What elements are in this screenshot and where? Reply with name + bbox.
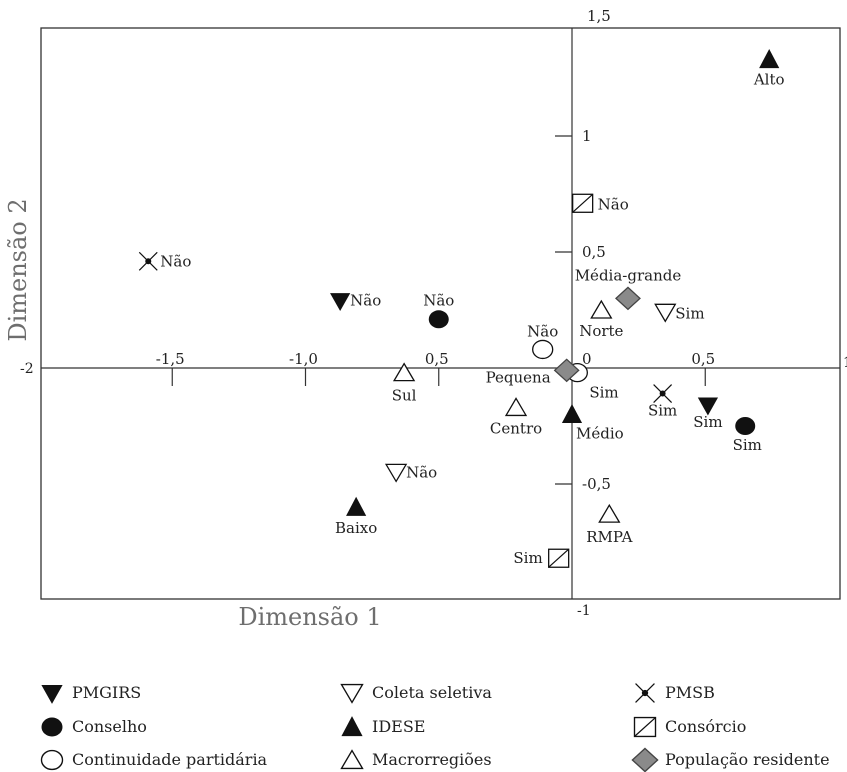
point-label: Norte xyxy=(579,322,623,340)
point-label: Baixo xyxy=(335,519,377,537)
data-point xyxy=(654,303,677,323)
legend-item: IDESE xyxy=(341,716,425,737)
x-min-label: -2 xyxy=(20,361,34,377)
point-label: Média-grande xyxy=(575,266,682,284)
y-axis-title: Dimensão 2 xyxy=(4,198,32,341)
data-point xyxy=(330,293,351,312)
legend-marker xyxy=(40,749,64,771)
legend-marker xyxy=(41,684,63,704)
data-point xyxy=(735,417,756,435)
point-label: Não xyxy=(527,322,558,340)
legend-marker xyxy=(631,747,659,772)
data-point xyxy=(532,339,554,360)
data-point xyxy=(561,404,583,424)
point-label: Alto xyxy=(753,70,785,88)
legend-item: Conselho xyxy=(41,717,147,737)
data-point xyxy=(428,310,449,329)
point-label: Sim xyxy=(675,304,704,322)
point-label: Pequena xyxy=(486,368,551,386)
data-point xyxy=(653,384,673,403)
plot-area xyxy=(40,27,841,600)
point-label: Não xyxy=(160,252,191,270)
data-point xyxy=(346,496,367,516)
x-tick-label: -1,5 xyxy=(156,350,185,368)
data-point xyxy=(598,503,621,523)
data-point xyxy=(553,358,580,383)
legend: PMGIRS Coleta seletiva PMSB Conselho IDESE Co… xyxy=(40,683,830,772)
x-tick-label: 0,5 xyxy=(691,350,715,368)
legend-label: PMGIRS xyxy=(72,683,141,702)
legend-label: Conselho xyxy=(72,717,147,736)
legend-marker xyxy=(635,683,655,703)
point-label: Não xyxy=(598,195,629,213)
point-labels: Não Sim Não Sim Não Sim Não Sim Alto Médio Baixo Nã… xyxy=(160,70,784,567)
legend-item: População residente xyxy=(631,747,830,772)
y-max-label: 1,5 xyxy=(587,7,611,25)
data-points xyxy=(138,49,780,568)
point-label: Sim xyxy=(733,436,762,454)
point-label: Sim xyxy=(513,549,542,567)
point-label: Sim xyxy=(693,413,722,431)
data-point xyxy=(504,397,528,417)
point-label: Médio xyxy=(576,424,624,442)
data-point xyxy=(138,251,158,271)
point-label: Não xyxy=(406,463,437,481)
legend-label: IDESE xyxy=(372,717,425,736)
y-tick-label: -0,5 xyxy=(582,475,611,493)
x-tick-label: 0,5 xyxy=(425,350,449,368)
legend-label: Consórcio xyxy=(665,717,746,736)
x-max-label: 1 xyxy=(843,355,847,371)
legend-item: Consórcio xyxy=(633,716,746,738)
y-tick-label: 0,5 xyxy=(582,243,606,261)
data-point xyxy=(548,548,570,568)
point-label: Não xyxy=(350,292,381,310)
legend-label: Coleta seletiva xyxy=(372,683,492,702)
legend-marker xyxy=(633,716,657,738)
legend-marker xyxy=(340,683,364,704)
point-label: Centro xyxy=(490,419,542,437)
y-tick-label: 1 xyxy=(582,127,592,145)
plot-frame xyxy=(40,27,841,600)
legend-label: População residente xyxy=(665,750,830,769)
legend-item: Continuidade partidária xyxy=(40,749,268,771)
legend-marker xyxy=(340,749,364,770)
legend-item: PMGIRS xyxy=(41,683,141,704)
legend-item: Macrorregiões xyxy=(340,749,492,770)
legend-item: PMSB xyxy=(635,683,715,703)
point-label: Sim xyxy=(648,402,677,420)
legend-marker xyxy=(341,716,363,737)
data-point xyxy=(697,397,719,416)
x-origin-label: 0 xyxy=(582,350,592,368)
data-point xyxy=(615,286,641,311)
data-point xyxy=(392,362,416,382)
data-point xyxy=(572,193,594,213)
x-tick-label: -1,0 xyxy=(289,350,318,368)
legend-label: PMSB xyxy=(665,683,715,702)
point-label: RMPA xyxy=(586,528,632,546)
legend-item: Coleta seletiva xyxy=(340,683,492,704)
point-label: Sim xyxy=(589,384,618,402)
data-point xyxy=(590,299,613,319)
data-point xyxy=(759,49,780,69)
legend-label: Macrorregiões xyxy=(372,750,492,769)
y-min-label: -1 xyxy=(577,603,591,619)
point-label: Sul xyxy=(392,387,417,405)
point-label: Não xyxy=(423,291,454,309)
data-point xyxy=(384,463,408,483)
axes: -1,5 -1,0 0,5 0,5 1 0,5 -0,5 -2 0 1 1,5 -1 xyxy=(20,7,847,619)
legend-label: Continuidade partidária xyxy=(72,750,268,769)
legend-marker xyxy=(41,717,63,737)
x-axis-title: Dimensão 1 xyxy=(238,603,381,631)
